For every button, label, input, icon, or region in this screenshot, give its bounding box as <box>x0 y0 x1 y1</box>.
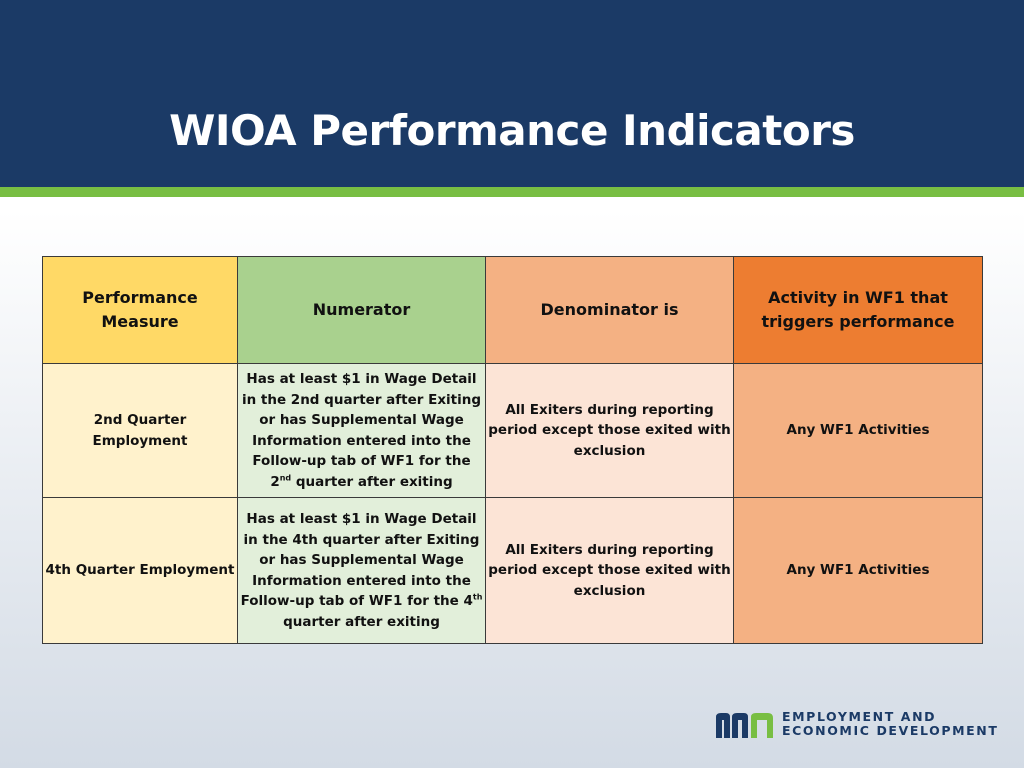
page-title: WIOA Performance Indicators <box>169 106 855 155</box>
logo-line-1: EMPLOYMENT AND <box>782 709 937 724</box>
activity-cell: Any WF1 Activities <box>733 363 983 498</box>
accent-bar <box>0 187 1024 197</box>
header-activity: Activity in WF1 that triggers performanc… <box>733 256 983 364</box>
table-row: 2nd Quarter Employment Has at least $1 i… <box>42 363 983 498</box>
performance-table: Performance Measure Numerator Denominato… <box>42 256 983 644</box>
numerator-cell: Has at least $1 in Wage Detail in the 4t… <box>237 497 486 644</box>
numerator-text: Has at least $1 in Wage Detail in the 2n… <box>241 371 482 490</box>
logo-line-2: ECONOMIC DEVELOPMENT <box>782 723 999 738</box>
header-denominator: Denominator is <box>485 256 734 364</box>
numerator-text: Has at least $1 in Wage Detail in the 4t… <box>240 511 480 609</box>
header-performance-measure: Performance Measure <box>42 256 238 364</box>
table-header-row: Performance Measure Numerator Denominato… <box>42 256 983 364</box>
table-row: 4th Quarter Employment Has at least $1 i… <box>42 497 983 644</box>
title-banner: WIOA Performance Indicators <box>0 0 1024 187</box>
ordinal-suffix: th <box>472 592 483 602</box>
header-numerator: Numerator <box>237 256 486 364</box>
numerator-tail: quarter after exiting <box>283 613 440 630</box>
mn-logo-icon <box>716 713 773 738</box>
denominator-cell: All Exiters during reporting period exce… <box>485 497 734 644</box>
denominator-cell: All Exiters during reporting period exce… <box>485 363 734 498</box>
ordinal-suffix: nd <box>279 473 292 482</box>
measure-cell: 4th Quarter Employment <box>42 497 238 644</box>
deed-logo: EMPLOYMENT AND ECONOMIC DEVELOPMENT <box>716 709 999 740</box>
numerator-tail: quarter after exiting <box>291 473 453 490</box>
activity-cell: Any WF1 Activities <box>733 497 983 644</box>
numerator-cell: Has at least $1 in Wage Detail in the 2n… <box>237 363 486 498</box>
measure-cell: 2nd Quarter Employment <box>42 363 238 498</box>
